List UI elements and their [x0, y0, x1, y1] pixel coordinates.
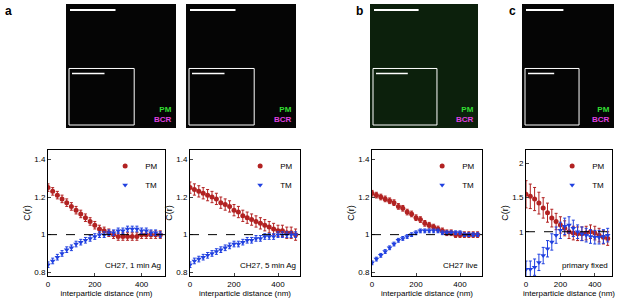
svg-text:1.4: 1.4: [176, 155, 188, 164]
svg-text:C(r): C(r): [346, 205, 356, 221]
svg-text:PM: PM: [462, 162, 474, 171]
svg-text:2: 2: [519, 159, 524, 168]
svg-text:PMBCR: PMBCR: [274, 105, 292, 124]
svg-text:CH27, 5 min Ag: CH27, 5 min Ag: [240, 261, 296, 270]
svg-text:CH27, 1 min Ag: CH27, 1 min Ag: [105, 261, 161, 270]
svg-text:1: 1: [519, 228, 524, 237]
svg-text:PMBCR: PMBCR: [456, 105, 474, 124]
svg-text:0.8: 0.8: [358, 268, 370, 277]
svg-text:primary fixed: primary fixed: [562, 261, 608, 270]
svg-text:0.8: 0.8: [176, 268, 188, 277]
svg-text:C(r): C(r): [500, 205, 510, 221]
svg-text:1.4: 1.4: [34, 155, 46, 164]
svg-text:interparticle distance (nm): interparticle distance (nm): [523, 289, 615, 298]
svg-text:1.2: 1.2: [358, 193, 370, 202]
svg-text:interparticle distance (nm): interparticle distance (nm): [199, 289, 291, 298]
svg-text:0.8: 0.8: [34, 268, 46, 277]
svg-text:400: 400: [271, 280, 285, 289]
svg-text:PM: PM: [592, 162, 604, 171]
svg-text:200: 200: [554, 280, 568, 289]
svg-text:200: 200: [227, 280, 241, 289]
svg-text:PM: PM: [280, 162, 292, 171]
svg-text:PMBCR: PMBCR: [154, 105, 172, 124]
svg-text:interparticle distance (nm): interparticle distance (nm): [60, 289, 152, 298]
svg-text:200: 200: [409, 280, 423, 289]
svg-text:c: c: [509, 4, 516, 18]
svg-text:1.4: 1.4: [358, 155, 370, 164]
svg-text:1.5: 1.5: [512, 193, 524, 202]
svg-text:1.2: 1.2: [34, 193, 46, 202]
svg-text:C(r): C(r): [22, 205, 32, 221]
svg-text:PM: PM: [145, 162, 157, 171]
svg-text:CH27 live: CH27 live: [443, 261, 478, 270]
svg-text:0: 0: [370, 280, 375, 289]
svg-text:1.2: 1.2: [176, 193, 188, 202]
svg-text:b: b: [356, 4, 363, 18]
svg-text:interparticle distance (nm): interparticle distance (nm): [381, 289, 473, 298]
svg-text:200: 200: [88, 280, 102, 289]
svg-text:0: 0: [46, 280, 51, 289]
svg-text:a: a: [5, 4, 12, 18]
svg-text:1: 1: [41, 230, 46, 239]
svg-text:400: 400: [453, 280, 467, 289]
svg-text:TM: TM: [280, 181, 292, 190]
svg-text:1: 1: [183, 230, 188, 239]
svg-text:TM: TM: [462, 181, 474, 190]
svg-text:C(r): C(r): [164, 205, 174, 221]
svg-text:TM: TM: [145, 181, 157, 190]
svg-text:TM: TM: [592, 181, 604, 190]
svg-text:400: 400: [135, 280, 149, 289]
svg-text:0: 0: [188, 280, 193, 289]
svg-text:0: 0: [524, 280, 529, 289]
svg-text:1: 1: [365, 230, 370, 239]
svg-text:PMBCR: PMBCR: [592, 105, 610, 124]
svg-text:400: 400: [588, 280, 602, 289]
